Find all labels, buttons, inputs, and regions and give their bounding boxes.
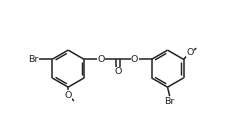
Text: Br: Br: [28, 55, 38, 64]
Text: O: O: [114, 67, 121, 76]
Text: O: O: [97, 55, 104, 64]
Text: O: O: [64, 91, 72, 100]
Text: O: O: [185, 48, 193, 57]
Text: O: O: [131, 55, 138, 64]
Text: Br: Br: [164, 97, 174, 106]
